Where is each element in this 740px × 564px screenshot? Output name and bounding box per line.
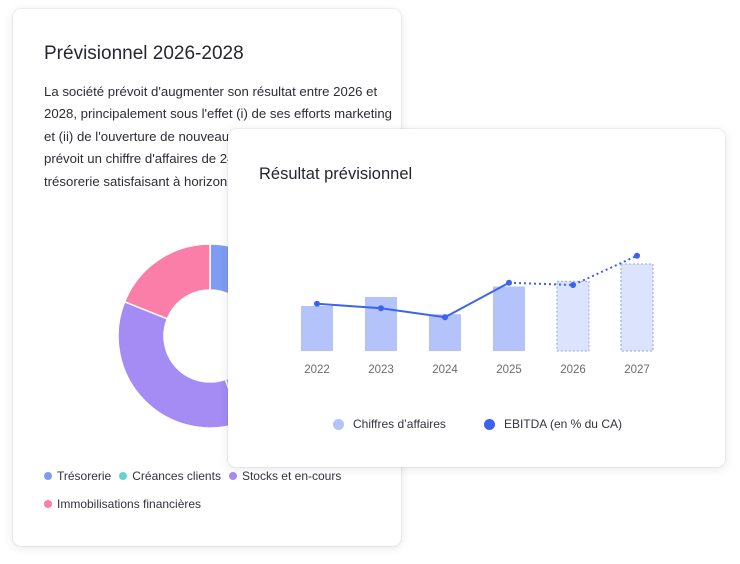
ebitda-point-2022 [314, 300, 320, 307]
legend-item-ebitda-en-du-ca: EBITDA (en % du CA) [483, 417, 622, 431]
legend-label: Trésorerie [57, 469, 112, 483]
legend-label: Immobilisations financières [57, 497, 202, 511]
x-tick-2024: 2024 [432, 364, 458, 376]
combo-chart: 2022 2023 2024 2025 2026 2027 [301, 252, 654, 376]
ebitda-line [316, 281, 510, 319]
result-card: Résultat prévisionnel 2022 2023 2024 2025 20… [228, 129, 725, 467]
bar-2026 [556, 280, 590, 352]
legend-item-immobilisations-financieres: Immobilisations financières [44, 497, 201, 511]
legend-label: Créances clients [132, 469, 221, 483]
legend-dot [44, 500, 52, 508]
ebitda-point-2027 [634, 252, 640, 259]
bar-2024 [429, 314, 461, 351]
bar-2025 [493, 286, 525, 351]
x-tick-2022: 2022 [304, 364, 330, 376]
legend-dot [119, 472, 128, 480]
bar-2023 [365, 297, 397, 351]
legend-dot [44, 472, 52, 480]
legend-label: Stocks et en-cours [241, 469, 342, 483]
donut-slice-immobilisations-financieres [123, 243, 211, 320]
x-tick-2023: 2023 [368, 364, 394, 376]
forecast-title: Prévisionnel 2026-2028 [44, 43, 244, 64]
result-title: Résultat prévisionnel [259, 165, 413, 183]
bar-2022 [301, 306, 333, 351]
ebitda-point-2023 [378, 305, 384, 312]
legend-label: EBITDA (en % du CA) [503, 417, 622, 431]
legend-dot [333, 418, 344, 430]
legend-item-tresorerie: Trésorerie [44, 469, 111, 483]
legend-item-stocks-et-en-cours: Stocks et en-cours [228, 469, 342, 483]
legend-dot [228, 472, 237, 480]
bar-2027 [620, 263, 654, 352]
ebitda-line-projected [508, 254, 638, 287]
donut-slice-stocks-et-en-cours [117, 300, 242, 429]
ebitda-point-2024 [442, 314, 448, 321]
legend-dot [483, 418, 495, 430]
legend-item-chiffres-d-affaires: Chiffres d’affaires [333, 417, 446, 431]
legend-label: Chiffres d’affaires [353, 417, 446, 431]
x-tick-2026: 2026 [560, 364, 586, 376]
ebitda-point-2025 [506, 279, 512, 286]
donut-legend: Trésorerie Créances clients Stocks et en-c… [44, 469, 394, 525]
ebitda-point-2026 [570, 282, 576, 288]
x-tick-2025: 2025 [496, 364, 522, 376]
legend-item-creances-clients: Créances clients [119, 469, 221, 483]
combo-legend: Chiffres d’affaires EBITDA (en % du CA) [333, 417, 622, 431]
x-tick-2027: 2027 [624, 364, 650, 376]
